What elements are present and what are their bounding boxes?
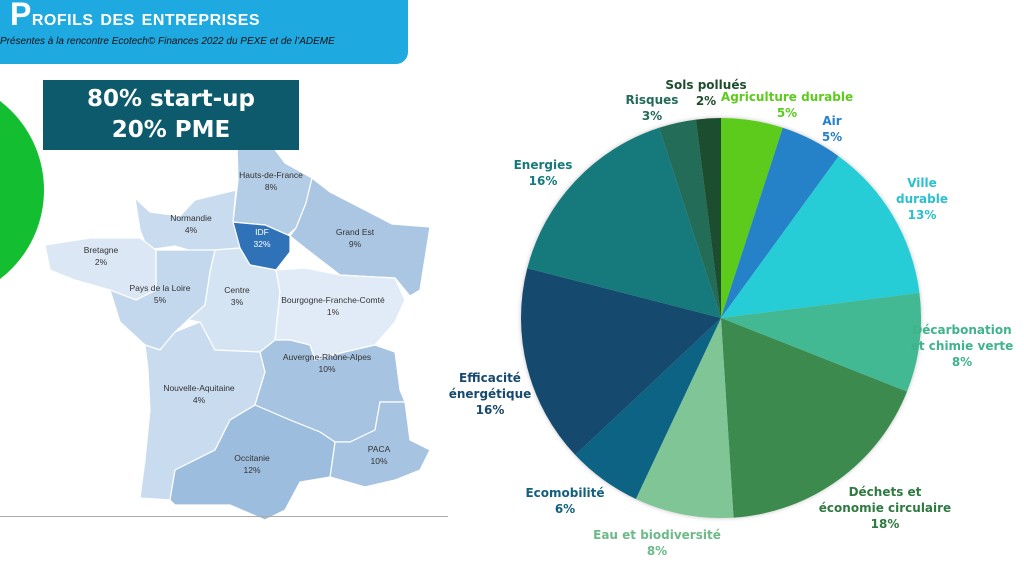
pie-label-text: Air: [822, 114, 841, 128]
pie-label-text: durable: [896, 192, 948, 206]
pme-share: 20% PME: [111, 117, 231, 143]
page-subtitle: Présentes à la rencontre Ecotech© Financ…: [0, 36, 335, 47]
pie-label-percent: 16%: [529, 174, 558, 188]
region-shape: [329, 401, 431, 488]
pie-label-percent: 8%: [647, 544, 667, 558]
page-title: Profils des entreprises: [10, 0, 260, 33]
map-region: Occitanie 12%: [169, 404, 336, 521]
pie-label-text: Ecomobilité: [525, 486, 604, 500]
pie-label-percent: 2%: [696, 94, 716, 108]
pie-slice: [721, 127, 839, 318]
region-name: Normandie: [170, 213, 212, 223]
pie-label-percent: 18%: [871, 517, 900, 531]
pie-label-percent: 5%: [777, 106, 797, 120]
pie-slice: [695, 118, 721, 318]
pie-slice: [575, 318, 721, 499]
region-name: Bourgogne-Franche-Comté: [281, 295, 385, 305]
pie-slice: [721, 292, 921, 392]
pie-slice: [659, 119, 721, 318]
pie-label-text: énergétique: [449, 387, 532, 401]
region-value: 32%: [253, 239, 270, 249]
pie-slice: [721, 118, 783, 318]
region-value: 10%: [370, 456, 387, 466]
pie-label-text: Eau et biodiversité: [593, 528, 721, 542]
region-value: 2%: [95, 257, 108, 267]
region-value: 9%: [349, 239, 362, 249]
region-value: 12%: [243, 465, 260, 475]
map-region: PACA 10%: [329, 401, 431, 488]
pie-label: Efficacité énergétique 16%: [449, 371, 532, 417]
region-name: Grand Est: [336, 227, 375, 237]
pie-label-percent: 8%: [952, 355, 972, 369]
region-value: 8%: [265, 182, 278, 192]
region-value: 3%: [231, 297, 244, 307]
pie-label-text: Ville: [907, 176, 937, 190]
pie-label: Ecomobilité 6%: [525, 486, 604, 516]
header-banner: Profils des entreprises Présentes à la r…: [0, 0, 408, 64]
region-value: 5%: [154, 295, 167, 305]
pie-label-percent: 6%: [555, 502, 575, 516]
pie-slice: [527, 127, 721, 318]
pie-label: Ville durable 13%: [896, 176, 948, 222]
pie-label: Eau et biodiversité 8%: [593, 528, 721, 558]
pie-slice: [721, 156, 920, 318]
pie-label-text: Décarbonation: [912, 323, 1011, 337]
pie-label-text: et chimie verte: [911, 339, 1014, 353]
pie-label-text: Risques: [626, 93, 679, 107]
pie-label-text: Efficacité: [459, 371, 521, 385]
pie-label-text: économie circulaire: [819, 501, 951, 515]
region-shape: [169, 404, 336, 521]
pie-label-text: Sols pollués: [665, 78, 746, 92]
region-name: Occitanie: [234, 453, 270, 463]
startup-share: 80% start-up: [87, 86, 255, 112]
pie-slice: [635, 318, 734, 518]
region-name: IDF: [255, 227, 269, 237]
region-name: Bretagne: [84, 245, 119, 255]
pie-label-text: Agriculture durable: [721, 90, 853, 104]
region-name: PACA: [368, 444, 391, 454]
pie-label: Risques 3%: [626, 93, 679, 123]
pie-label-percent: 3%: [642, 109, 662, 123]
pie-slice: [521, 268, 721, 455]
pie-label-text: Energies: [514, 158, 573, 172]
region-name: Pays de la Loire: [130, 283, 191, 293]
company-profile-box: 80% start-up 20% PME: [43, 80, 299, 150]
region-value: 4%: [185, 225, 198, 235]
pie-label: Energies 16%: [514, 158, 573, 188]
pie-label-percent: 16%: [476, 403, 505, 417]
decorative-circle-frame: [0, 78, 44, 302]
pie-label-text: Déchets et: [849, 485, 922, 499]
region-name: Centre: [224, 285, 250, 295]
france-region-map: Hauts-de-France 8% Grand Est 9% IDF 32% Norman…: [44, 139, 431, 521]
title-rest: rofils des entreprises: [31, 4, 261, 30]
region-value: 1%: [327, 307, 340, 317]
divider-line: [0, 516, 448, 517]
pie-label: Agriculture durable 5%: [721, 90, 853, 120]
title-initial: P: [10, 0, 32, 32]
region-value: 10%: [318, 364, 335, 374]
pie-label: Déchets et économie circulaire 18%: [819, 485, 951, 531]
pie-label-percent: 5%: [822, 130, 842, 144]
pie-label: Air 5%: [822, 114, 842, 144]
pie-slice: [721, 318, 907, 518]
pie-label-percent: 13%: [908, 208, 937, 222]
region-name: Hauts-de-France: [239, 170, 303, 180]
region-name: Nouvelle-Aquitaine: [163, 383, 235, 393]
region-value: 4%: [193, 395, 206, 405]
pie-slices: [521, 118, 921, 518]
pie-label: Décarbonation et chimie verte 8%: [911, 323, 1014, 369]
pie-label: Sols pollués 2%: [665, 78, 746, 108]
region-name: Auvergne-Rhône-Alpes: [283, 352, 371, 362]
